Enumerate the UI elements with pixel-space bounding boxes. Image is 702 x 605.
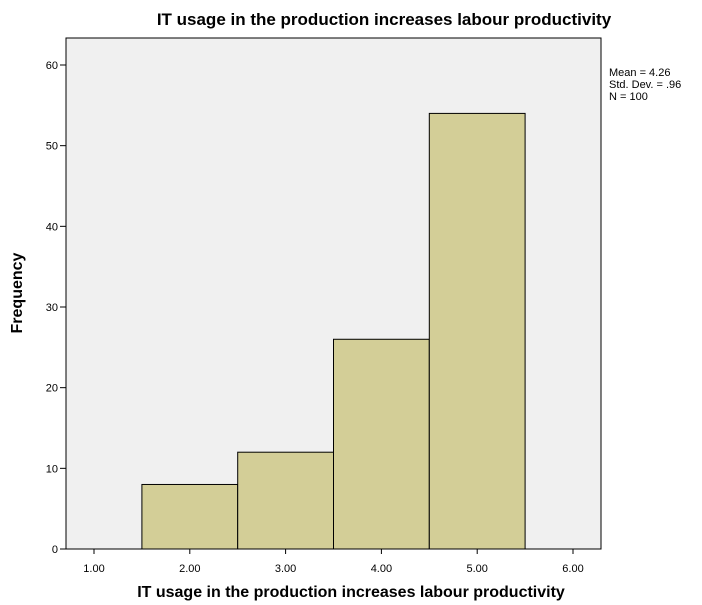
bar-2.00 (141, 483, 239, 550)
stat-mean: Mean = 4.26 (609, 67, 671, 79)
x-tick-label: 3.00 (275, 563, 296, 575)
x-axis-label: IT usage in the production increases lab… (137, 584, 565, 601)
y-tick-label: 0 (52, 544, 58, 556)
x-tick-label: 1.00 (83, 563, 104, 575)
bar-4.00 (333, 338, 430, 550)
x-tick-label: 4.00 (371, 563, 392, 575)
x-tick-label: 2.00 (179, 563, 200, 575)
stat-n: N = 100 (609, 91, 648, 103)
stat-std-dev: Std. Dev. = .96 (609, 79, 682, 91)
y-tick-label: 60 (46, 60, 58, 72)
y-tick-label: 20 (46, 383, 58, 395)
y-axis-label: Frequency (9, 252, 26, 334)
bar-3.00 (237, 451, 334, 550)
x-tick-label: 6.00 (562, 563, 583, 575)
y-tick-label: 30 (46, 302, 58, 314)
chart-title: IT usage in the production increases lab… (156, 10, 612, 29)
y-tick-label: 40 (46, 221, 58, 233)
y-tick-label: 10 (46, 463, 58, 475)
statistics-box: Mean = 4.26 Std. Dev. = .96 N = 100 (609, 67, 681, 103)
x-tick-label: 5.00 (466, 563, 487, 575)
y-tick-label: 50 (46, 141, 58, 153)
bar-5.00 (428, 112, 526, 550)
